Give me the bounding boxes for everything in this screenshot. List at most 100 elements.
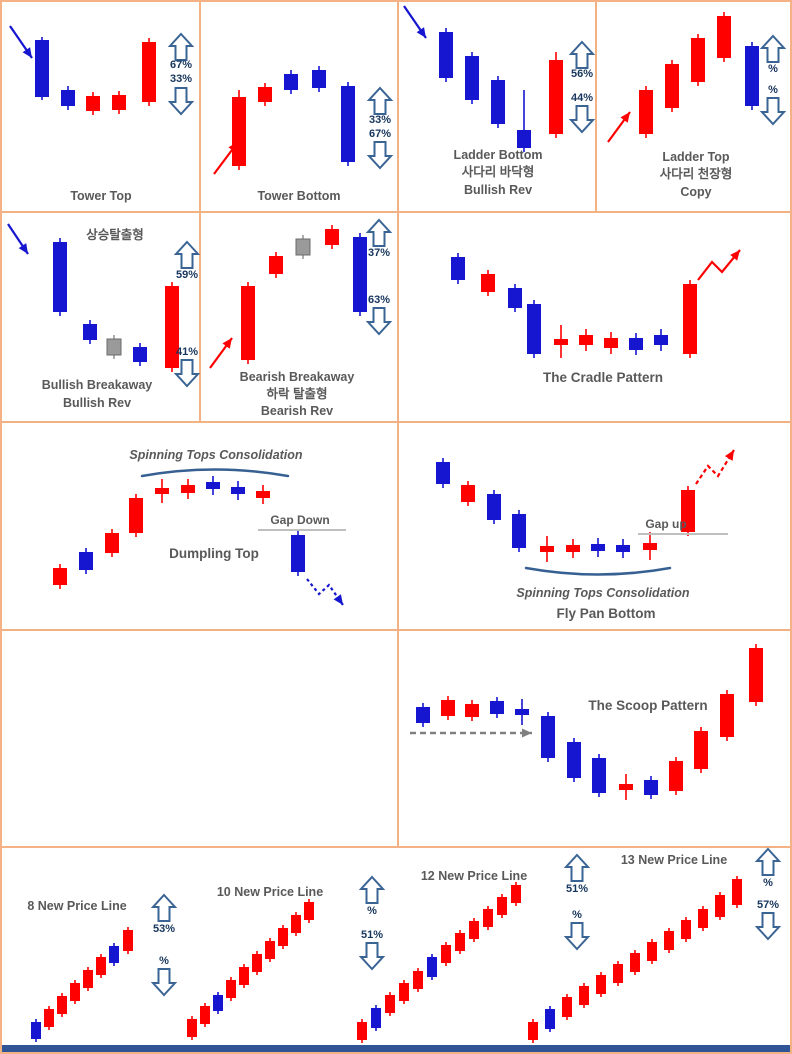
candle (490, 697, 504, 718)
tower-bottom-canvas (213, 66, 394, 175)
new-price-lines-label-0: 8 New Price Line (27, 899, 127, 913)
bearish-breakaway-label-0: 37% (367, 247, 391, 259)
candle (200, 1003, 210, 1027)
down-block-arrow-icon (167, 87, 195, 116)
candle (619, 774, 633, 800)
trend-arrowhead-icon (416, 27, 426, 38)
bearish-breakaway-label-1: 63% (367, 294, 391, 306)
candle (231, 481, 245, 500)
bullish-breakaway-label-2: 41% (175, 346, 199, 358)
candle (239, 964, 249, 988)
candle (35, 37, 49, 100)
dumpling-top-label-0: Spinning Tops Consolidation (129, 448, 303, 462)
candle (732, 876, 742, 908)
trend-arrowhead-icon (228, 142, 238, 153)
new-price-lines-label-7: 51% (565, 883, 589, 895)
grid-line-horizontal (2, 629, 790, 631)
ladder-bottom-label-2: Ladder Bottom (453, 148, 543, 162)
candle (698, 906, 708, 931)
down-block-arrow-icon (568, 105, 596, 134)
up-block-arrow-icon (365, 218, 393, 247)
tower-bottom-label-2: Tower Bottom (257, 189, 341, 203)
panel-scoop-pattern: The Scoop Pattern (398, 630, 790, 847)
candle (269, 252, 283, 278)
ladder-top-label-2: Ladder Top (662, 150, 730, 164)
scoop-pattern-canvas (410, 644, 763, 800)
grid-line-horizontal (2, 846, 790, 848)
fly-pan-bottom-label-1: Spinning Tops Consolidation (516, 586, 690, 600)
candle (256, 485, 270, 504)
candle (616, 539, 630, 558)
down-block-arrow-icon (754, 912, 782, 941)
candle (567, 738, 581, 782)
candle (451, 253, 465, 284)
trend-arrow (697, 249, 741, 281)
bullish-breakaway-label-0: 상승탈출형 (86, 228, 144, 242)
grid-line-vertical (397, 2, 399, 847)
empty-cell-canvas (2, 630, 398, 847)
new-price-lines-label-2: % (159, 955, 169, 967)
candle (295, 235, 311, 259)
bearish-breakaway-label-3: 하락 탈출형 (266, 387, 328, 401)
candle (745, 42, 759, 110)
down-block-arrow-icon (563, 922, 591, 951)
grid-line-horizontal (2, 211, 790, 213)
candle (683, 280, 697, 358)
candle (312, 66, 326, 92)
candle (133, 343, 147, 366)
fly-pan-bottom-canvas (436, 449, 735, 576)
new-price-lines-label-10: % (763, 877, 773, 889)
candle (455, 930, 465, 954)
candle (357, 1019, 367, 1043)
panel-tower-top: 67% 33% Tower Top (2, 2, 200, 212)
ladder-bottom-label-1: 44% (570, 92, 594, 104)
trend-arrow (306, 578, 344, 606)
ladder-top-label-4: Copy (680, 185, 712, 199)
candle (592, 754, 606, 797)
candle (79, 548, 93, 574)
ladder-top-label-3: 사다리 천장형 (659, 167, 733, 181)
ladder-top-canvas (607, 12, 787, 143)
up-block-arrow-icon (754, 847, 782, 876)
trend-arrowhead-icon (22, 47, 32, 58)
candle (232, 90, 246, 170)
consolidation-brace (140, 468, 290, 478)
candle (528, 1019, 538, 1043)
candle (647, 939, 657, 964)
candle (487, 490, 501, 524)
candle (441, 942, 451, 966)
candle (413, 968, 423, 992)
candle (717, 12, 731, 62)
candle (669, 757, 683, 795)
candle (604, 332, 618, 354)
candle (155, 479, 169, 503)
candle (630, 950, 640, 975)
candle (549, 52, 563, 138)
candle (142, 38, 156, 106)
candle (278, 925, 288, 949)
new-price-lines-label-4: % (367, 905, 377, 917)
candle (465, 700, 479, 721)
candle (441, 696, 455, 720)
candle (527, 300, 541, 358)
candle (416, 703, 430, 727)
candle (53, 564, 67, 589)
panel-fly-pan-bottom: Gap up Spinning Tops Consolidation Fly Pan… (398, 422, 790, 630)
candle (83, 967, 93, 991)
panel-cradle-pattern: The Cradle Pattern (398, 212, 790, 422)
candle (515, 699, 529, 725)
up-block-arrow-icon (759, 34, 787, 63)
candle (112, 91, 126, 114)
new-price-lines-label-11: 57% (756, 899, 780, 911)
trend-arrowhead-icon (222, 338, 232, 349)
candle (579, 983, 589, 1008)
ladder-bottom-label-3: 사다리 바닥형 (461, 165, 535, 179)
candle (61, 86, 75, 110)
candle (325, 225, 339, 249)
trend-arrow (695, 449, 735, 485)
down-block-arrow-icon (150, 968, 178, 997)
candle (427, 954, 437, 980)
trend-arrowhead-icon (522, 728, 532, 738)
candle (57, 993, 67, 1017)
new-price-lines-label-5: 51% (360, 929, 384, 941)
